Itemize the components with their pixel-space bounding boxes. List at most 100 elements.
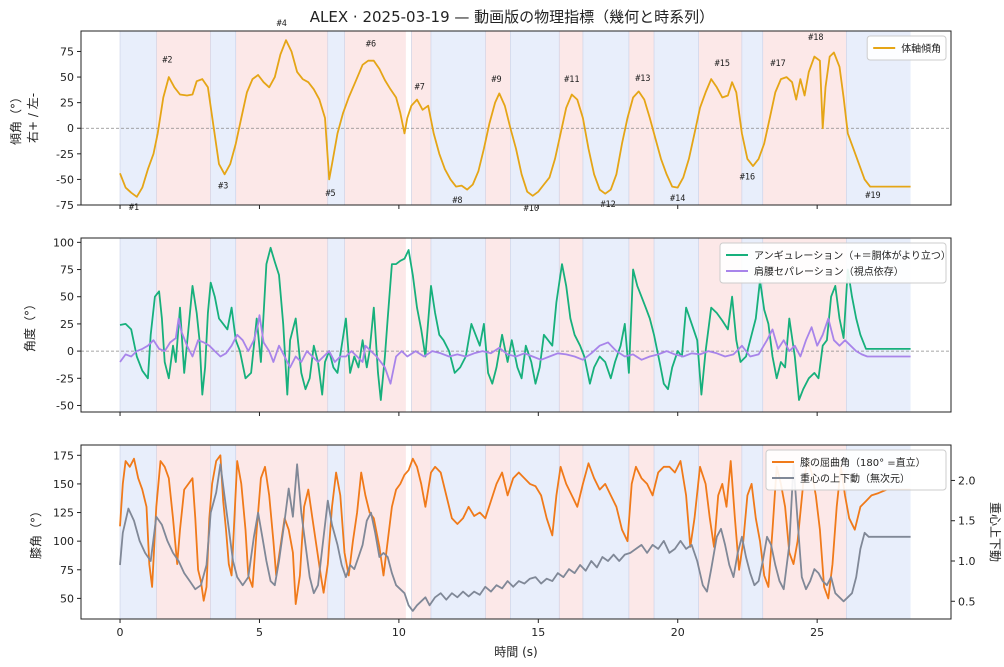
y-right-tick-label: 1.0 — [958, 555, 976, 568]
y-axis-label: 膝角（°） — [29, 505, 43, 559]
panel-2: -50 -25 0 25 50 75 100 角度（°） アンギュレーション（+＝胴体がより立つ… — [22, 236, 952, 416]
phase-band — [430, 445, 486, 619]
y-right-tick-label: 2.0 — [958, 474, 976, 487]
legend-box — [765, 449, 947, 491]
y-tick-label: 50 — [60, 71, 74, 84]
x-tick-label: 10 — [392, 626, 406, 639]
phase-band — [485, 238, 511, 412]
phase-band — [582, 238, 629, 412]
legend-box — [866, 35, 947, 61]
figure-title: ALEX · 2025-03-19 — 動画版の物理指標（幾何と時系列） — [310, 8, 714, 26]
peak-label: #2 — [162, 56, 172, 66]
x-tick-label: 5 — [256, 626, 263, 639]
legend-label: アンギュレーション（+＝胴体がより立つ） — [754, 249, 951, 262]
panel-3: 50 75 100 125 150 175 0.5 1.0 1.5 2.0 0 5 10 15 20 25 膝角… — [29, 444, 1002, 639]
phase-band — [741, 445, 763, 619]
y-tick-label: -50 — [56, 173, 74, 186]
phase-band — [327, 238, 345, 412]
legend-label: 重心の上下動（無次元） — [800, 472, 910, 485]
y-tick-label: -25 — [56, 372, 74, 385]
phase-band — [120, 445, 157, 619]
phase-band — [485, 31, 511, 205]
phase-band — [210, 445, 236, 619]
plot-inner — [81, 238, 951, 412]
phase-band — [120, 31, 157, 205]
phase-band — [235, 31, 328, 205]
phase-band — [510, 31, 560, 205]
phase-band — [762, 31, 847, 205]
peak-label: #16 — [740, 172, 755, 182]
plot-inner — [81, 31, 951, 205]
legend: 体軸傾角 — [866, 35, 947, 61]
y-tick-label: 50 — [60, 592, 74, 605]
x-tick-label: 25 — [810, 626, 824, 639]
y-right-axis-label: 重心上下動 — [988, 502, 1002, 562]
phase-band — [510, 238, 560, 412]
peak-label: #9 — [491, 75, 501, 85]
legend: 膝の屈曲角（180° =直立） 重心の上下動（無次元） — [765, 449, 947, 491]
phase-band — [485, 445, 511, 619]
phase-band — [628, 238, 655, 412]
y-tick-label: 25 — [60, 97, 74, 110]
plot-frame — [80, 30, 952, 206]
phase-band — [156, 31, 211, 205]
plot-frame — [80, 237, 952, 413]
y-tick-label: 150 — [53, 478, 74, 491]
phase-band — [235, 238, 328, 412]
legend-label: 体軸傾角 — [901, 42, 941, 55]
x-tick-label: 20 — [671, 626, 685, 639]
peak-label: #17 — [770, 59, 785, 69]
x-tick-label: 15 — [531, 626, 545, 639]
phase-band — [411, 31, 431, 205]
peak-label: #18 — [808, 33, 823, 43]
phase-band — [582, 445, 629, 619]
y-axis-label: 角度（°） — [22, 298, 37, 352]
phase-band — [210, 31, 236, 205]
y-tick-label: 125 — [53, 507, 74, 520]
peak-label: #5 — [325, 189, 335, 199]
peak-label: #15 — [715, 59, 730, 69]
phase-band — [559, 31, 583, 205]
y-tick-label: 75 — [60, 264, 74, 277]
phase-band — [411, 445, 431, 619]
peak-label: #14 — [670, 194, 685, 204]
phase-band — [698, 31, 742, 205]
y-tick-label: 0 — [67, 345, 74, 358]
series-line-1 — [119, 39, 911, 198]
peak-label: #19 — [865, 191, 880, 201]
peak-label: #11 — [564, 75, 579, 85]
y-axis-label: 傾角（°） — [9, 91, 23, 145]
peak-label: #8 — [452, 196, 462, 206]
y-tick-label: 25 — [60, 318, 74, 331]
phase-band — [628, 445, 655, 619]
y-tick-label: -75 — [56, 199, 74, 212]
y-tick-label: 75 — [60, 564, 74, 577]
y-right-tick-label: 1.5 — [958, 515, 976, 528]
legend-label: 膝の屈曲角（180° =直立） — [800, 456, 926, 469]
series-line-2 — [119, 463, 911, 612]
peak-label: #6 — [366, 39, 376, 49]
plot-frame — [80, 444, 952, 620]
peak-label: #1 — [129, 203, 139, 213]
series-line-1 — [119, 246, 911, 401]
y-tick-label: 75 — [60, 45, 74, 58]
y-right-tick-label: 0.5 — [958, 595, 976, 608]
y-tick-label: 100 — [53, 236, 74, 249]
phase-band — [582, 31, 629, 205]
peak-label: #13 — [635, 74, 650, 84]
peak-label: #3 — [218, 182, 228, 192]
y-tick-label: 175 — [53, 449, 74, 462]
y-tick-label: 0 — [67, 122, 74, 135]
phase-band — [344, 31, 406, 205]
panel-1: #1#2#3#4#5#6#7#8#9#10#11#12#13#14#15#16#… — [9, 19, 952, 214]
phase-band — [654, 445, 699, 619]
legend-label: 肩腰セパレーション（視点依存） — [754, 265, 904, 278]
y-axis-label-sub: 右+ / 左- — [25, 93, 40, 143]
peak-label: #7 — [415, 82, 425, 92]
y-tick-label: 50 — [60, 291, 74, 304]
peak-label: #4 — [277, 19, 287, 29]
phase-band — [327, 445, 345, 619]
series-line-2 — [119, 314, 911, 385]
